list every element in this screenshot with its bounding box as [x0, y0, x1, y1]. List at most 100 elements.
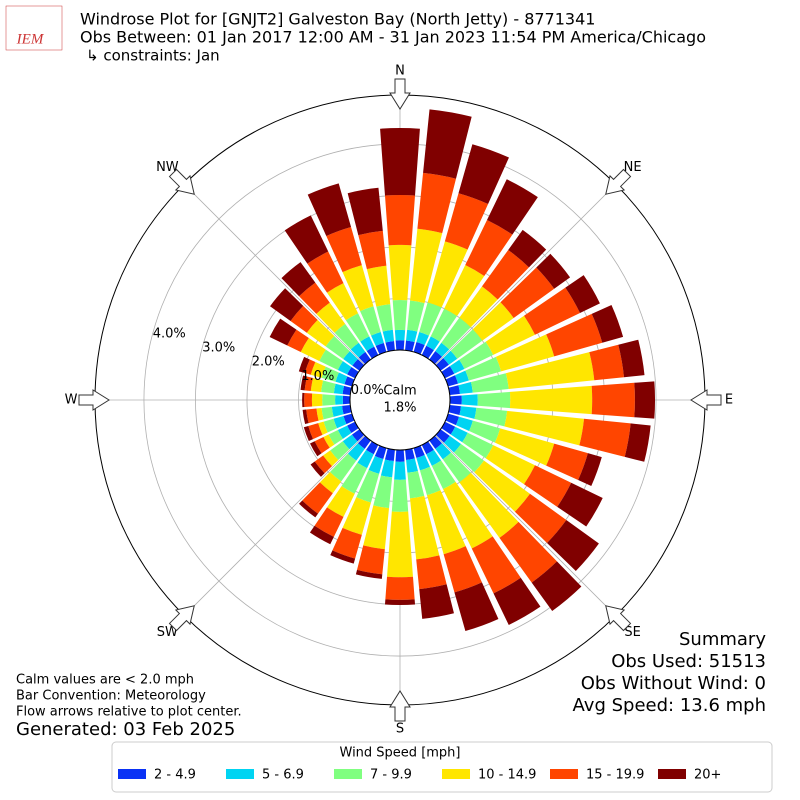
x-tick-label: S [396, 722, 404, 737]
bar-segment [385, 576, 415, 600]
legend-label: 5 - 6.9 [262, 768, 304, 783]
flow-arrow [605, 168, 632, 195]
bar-segment [314, 507, 344, 537]
bar-segment [309, 525, 334, 545]
bar-segment [356, 470, 380, 503]
bar-segment [302, 482, 333, 514]
bar-segment [269, 318, 297, 346]
bar-segment [449, 359, 465, 374]
bar-segment [341, 462, 368, 494]
bar-segment [493, 577, 541, 625]
flow-arrow [389, 78, 411, 110]
bar-segment [306, 319, 335, 347]
bar-segment [509, 385, 593, 415]
bar-segment [392, 300, 408, 331]
bar-segment [373, 475, 393, 509]
grid-line [184, 184, 365, 365]
x-tick-label: N [395, 64, 405, 79]
bar-segment [546, 443, 588, 481]
bar-segment [505, 352, 595, 389]
bar-segment [303, 425, 314, 441]
bar-segment [426, 449, 442, 466]
bar-segment [332, 527, 362, 559]
bar-segment [304, 392, 313, 408]
bar-segment [363, 505, 390, 550]
arrow-shape [389, 78, 411, 110]
bar-segment [417, 172, 456, 234]
flow-arrow [690, 389, 722, 411]
bar-segment [477, 391, 511, 409]
bar-segment [319, 349, 343, 370]
bar-segment [427, 241, 468, 308]
bar-segment [458, 382, 473, 394]
bar-segment [406, 329, 418, 343]
r-tick-label: 2.0% [252, 355, 285, 370]
arrow-shape [605, 605, 632, 632]
bar-segment [323, 418, 338, 433]
bar-segment [624, 423, 651, 462]
grid-line [184, 435, 365, 616]
bar-segment [358, 230, 387, 270]
x-tick-label: E [725, 393, 733, 408]
bar-segment [343, 351, 358, 366]
bar-segment [441, 317, 471, 350]
bar-segment [347, 366, 359, 379]
logo-box [5, 5, 63, 51]
note: Calm values are < 2.0 mph [16, 673, 194, 688]
bar-segment [435, 443, 452, 460]
bar-segment [345, 313, 370, 342]
bar-segment [330, 441, 350, 460]
bar-segment [290, 305, 318, 333]
bar-segment [343, 413, 355, 425]
bar-segment [429, 435, 443, 449]
calm-label: Calm [383, 384, 416, 399]
bar-segment [391, 479, 409, 512]
bar-segment [419, 466, 441, 496]
bar-segment [485, 445, 535, 485]
note: Flow arrows relative to plot center. [16, 705, 242, 720]
bar-segment [307, 251, 344, 293]
bar-segment [335, 372, 348, 385]
legend-box [111, 741, 773, 793]
bar-segment [380, 127, 420, 196]
bar-segment [465, 356, 502, 381]
bar-segment [321, 406, 334, 420]
bar-segment [385, 341, 395, 352]
bar-segment [454, 582, 499, 632]
bar-segment [435, 429, 450, 443]
bar-segment [453, 444, 485, 473]
x-tick-label: SE [624, 625, 640, 640]
bar-segment [405, 448, 415, 460]
bar-segment [330, 550, 356, 564]
grid-line [435, 435, 616, 616]
bar-segment [406, 458, 418, 473]
bar-segment [347, 421, 359, 434]
legend-label: 7 - 9.9 [370, 768, 412, 783]
bar-segment [448, 405, 462, 416]
bar-segment [360, 306, 381, 336]
bar-segment [472, 302, 514, 341]
bar-segment [442, 452, 471, 483]
bar-segment [347, 443, 365, 461]
bar-segment [366, 441, 379, 455]
chart-subtitle: Obs Between: 01 Jan 2017 12:00 AM - 31 J… [80, 28, 706, 47]
bar-segment [337, 425, 352, 439]
bar-segment [459, 406, 477, 419]
bar-segment [366, 346, 379, 359]
logo-text: IEM [16, 31, 45, 47]
x-tick-label: W [65, 393, 78, 408]
bar-segment [450, 329, 483, 359]
r-tick-label: 1.0% [301, 369, 334, 384]
calm-circle [349, 349, 451, 451]
flow-arrow [605, 605, 632, 632]
bar-segment [299, 282, 330, 314]
bar-segment [450, 426, 468, 443]
bar-segment [342, 265, 374, 312]
bar-segment [470, 373, 509, 393]
arrow-shape [389, 690, 411, 722]
x-tick-label: NW [156, 160, 179, 175]
bar-segment [384, 599, 416, 606]
bar-segment [335, 395, 343, 405]
bar-segment [441, 421, 456, 435]
bar-segment [334, 323, 359, 350]
